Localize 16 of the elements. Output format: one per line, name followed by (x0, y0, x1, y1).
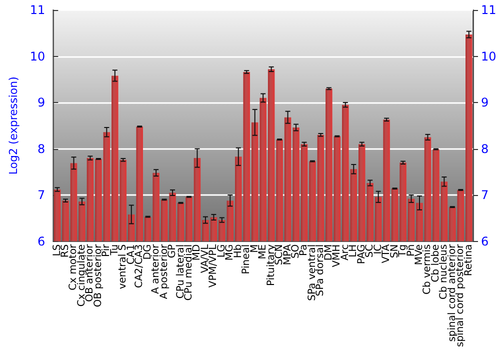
y2-tick-label: 9 (481, 96, 489, 110)
y2-tick-label: 11 (481, 3, 496, 17)
y-tick-label: 6 (38, 234, 46, 248)
x-tick-label: Tg (398, 244, 409, 258)
y-tick-label: 10 (30, 49, 46, 64)
y2-tick-label: 6 (481, 234, 489, 248)
y2-tick-label: 10 (481, 49, 496, 64)
y-tick-label: 8 (38, 142, 46, 156)
y-tick-label: 9 (38, 96, 46, 110)
y2-tick-label: 7 (481, 188, 489, 202)
y-axis-title: Log2 (expression) (7, 76, 20, 175)
x-tick-label: A posterior (158, 243, 170, 300)
y-tick-label: 7 (38, 188, 46, 202)
y2-tick-label: 8 (481, 142, 489, 156)
x-tick-label: OB posterior (92, 243, 104, 308)
y-tick-label: 11 (30, 3, 46, 17)
